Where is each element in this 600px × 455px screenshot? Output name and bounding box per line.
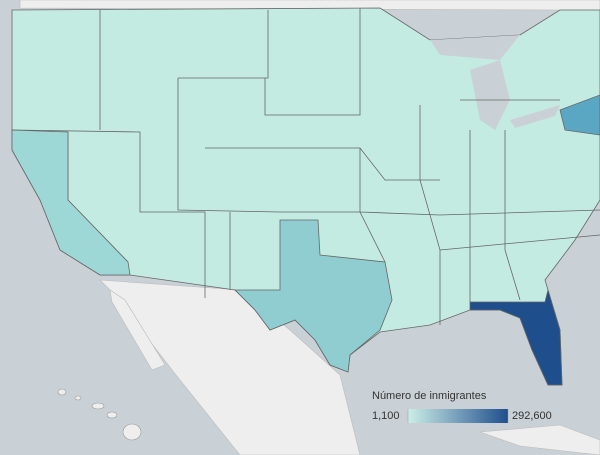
lake-superior xyxy=(430,35,520,60)
baja xyxy=(109,289,166,371)
legend-gradient xyxy=(408,409,508,423)
texas xyxy=(234,219,393,373)
lake-erie xyxy=(510,105,560,128)
lake-michigan xyxy=(470,60,510,130)
legend-title: Número de inmigrantes xyxy=(372,390,487,402)
legend-min-label: 1,100 xyxy=(372,410,400,422)
hawaii xyxy=(57,388,142,441)
cuba xyxy=(479,424,600,455)
florida xyxy=(469,288,563,386)
california xyxy=(11,129,131,276)
united-states xyxy=(11,7,600,386)
legend-max-label: 292,600 xyxy=(512,410,552,422)
new-york xyxy=(559,94,600,136)
